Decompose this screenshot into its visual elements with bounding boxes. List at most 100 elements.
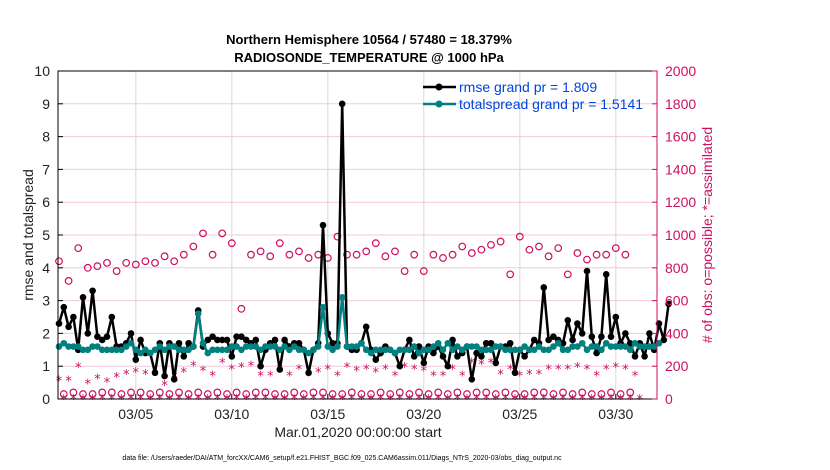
y2-tick-label: 200 [665, 358, 689, 374]
rmse-point [468, 376, 476, 383]
totalspread-point [492, 343, 500, 350]
assimilated-obs-point: * [257, 369, 264, 384]
assimilated-obs-point: * [425, 393, 432, 408]
totalspread-point [166, 343, 173, 350]
assimilated-obs-point: * [61, 393, 68, 408]
possible-obs-point [597, 390, 606, 398]
possible-obs-point [261, 388, 270, 397]
rmse-point [444, 362, 452, 370]
possible-obs-point [563, 270, 572, 279]
totalspread-point [482, 346, 490, 354]
assimilated-obs-point: * [377, 393, 384, 408]
possible-obs-point [141, 257, 150, 266]
totalspread-point [353, 343, 360, 350]
possible-obs-point [578, 388, 587, 397]
rmse-point [665, 300, 672, 308]
y2-tick-label: 600 [665, 293, 689, 309]
totalspread-point [430, 343, 437, 350]
rmse-point [127, 330, 135, 337]
possible-obs-point [155, 388, 164, 397]
y2-tick-label: 2000 [665, 63, 696, 79]
possible-obs-point [535, 242, 543, 251]
possible-obs-point [127, 388, 135, 397]
assimilated-obs-point: * [569, 393, 576, 408]
assimilated-obs-point: * [56, 374, 63, 389]
totalspread-point [190, 343, 197, 350]
possible-obs-point [611, 244, 620, 253]
totalspread-point [89, 343, 96, 350]
totalspread-point [74, 343, 82, 350]
totalspread-point [156, 343, 164, 350]
totalspread-point [358, 339, 365, 347]
assimilated-obs-point: * [622, 363, 629, 378]
possible-obs-point [98, 388, 107, 397]
assimilated-obs-point: * [603, 363, 610, 378]
totalspread-point [252, 343, 260, 350]
possible-obs-point [573, 249, 582, 257]
totalspread-point [343, 343, 351, 350]
assimilated-obs-point: * [353, 364, 360, 379]
totalspread-point [631, 339, 639, 347]
assimilated-obs-point: * [224, 393, 231, 408]
assimilated-obs-point: * [373, 366, 380, 381]
y-tick-label: 1 [42, 358, 50, 374]
assimilated-obs-point: * [589, 393, 596, 408]
possible-obs-point [83, 263, 92, 272]
possible-obs-point [419, 267, 428, 275]
rmse-point [641, 353, 648, 360]
totalspread-point [218, 346, 226, 354]
rmse-point [305, 369, 312, 377]
assimilated-obs-point: * [545, 363, 552, 378]
possible-obs-point [184, 390, 193, 398]
possible-obs-point [309, 388, 318, 397]
totalspread-point [502, 346, 509, 354]
rmse-point [170, 376, 178, 383]
totalspread-point [641, 343, 648, 350]
possible-obs-point [136, 388, 145, 397]
totalspread-point [425, 346, 432, 354]
totalspread-point [132, 346, 140, 354]
assimilated-obs-point: * [200, 364, 207, 379]
x-tick-label: 03/05 [118, 406, 153, 422]
possible-obs-point [343, 250, 351, 259]
assimilated-obs-point: * [229, 363, 236, 378]
totalspread-point [506, 346, 514, 354]
possible-obs-point [424, 390, 433, 398]
rmse-point [550, 333, 557, 340]
possible-obs-point [256, 247, 265, 256]
assimilated-obs-point: * [397, 393, 404, 408]
assimilated-obs-point: * [334, 369, 341, 384]
x-tick-label: 03/10 [214, 406, 249, 422]
assimilated-obs-point: * [488, 356, 495, 371]
assimilated-obs-point: * [531, 393, 538, 408]
assimilated-obs-point: * [478, 358, 485, 373]
possible-obs-point [381, 252, 390, 261]
y2-tick-label: 400 [665, 325, 689, 341]
assimilated-obs-point: * [344, 361, 351, 376]
possible-obs-point [131, 260, 140, 269]
assimilated-obs-point: * [464, 393, 471, 408]
possible-obs-point [247, 250, 255, 259]
legend-rmse-marker [435, 83, 443, 91]
assimilated-obs-point: * [502, 393, 509, 408]
totalspread-point [382, 346, 389, 354]
possible-obs-point [266, 252, 275, 261]
totalspread-point [266, 343, 274, 350]
legend-spread-marker [435, 100, 443, 108]
totalspread-point [372, 346, 380, 354]
y2-tick-label: 1600 [665, 129, 696, 145]
rmse-point [415, 343, 423, 350]
totalspread-point [598, 346, 605, 354]
possible-obs-point [568, 390, 577, 398]
totalspread-point [223, 346, 231, 354]
y-tick-label: 0 [42, 391, 50, 407]
assimilated-obs-point: * [219, 356, 226, 371]
assimilated-obs-point: * [320, 393, 327, 408]
x-tick-label: 03/20 [406, 406, 441, 422]
rmse-point [252, 336, 260, 344]
rmse-point [175, 339, 183, 347]
totalspread-point [60, 339, 68, 347]
legend: rmse grand pr = 1.809 totalspread grand … [423, 79, 643, 112]
possible-obs-point [477, 245, 486, 254]
